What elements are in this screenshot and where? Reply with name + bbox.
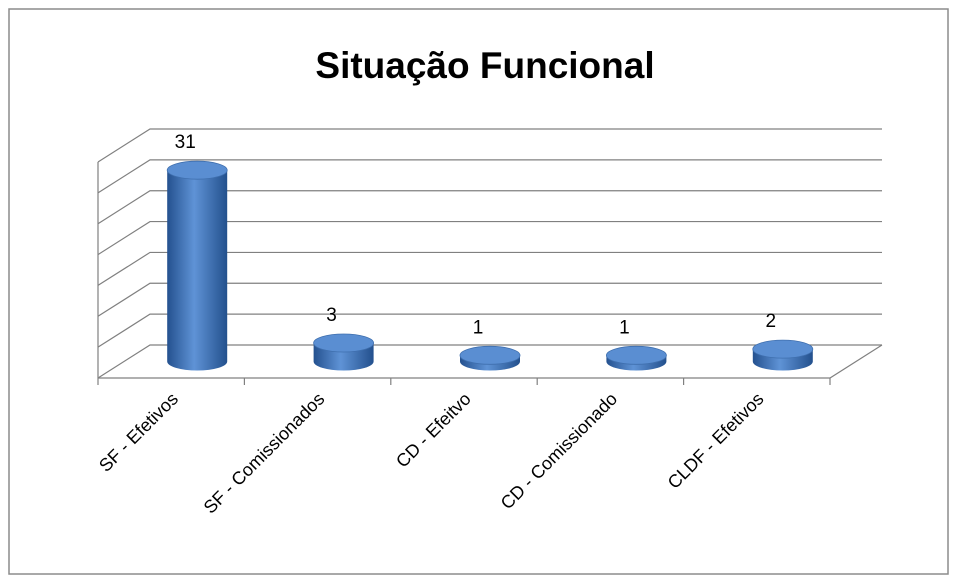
bar (752, 339, 814, 371)
cylinder-top (166, 160, 228, 180)
grid-line (97, 128, 882, 163)
grid-line (97, 251, 882, 286)
grid-line (97, 190, 882, 225)
data-label: 2 (766, 311, 777, 332)
cylinder-top (313, 333, 375, 353)
bar (606, 345, 667, 371)
grid-line (97, 344, 882, 379)
data-label: 1 (473, 317, 484, 338)
bar (166, 160, 228, 371)
grid-line (97, 159, 882, 194)
cylinder-top (459, 345, 521, 365)
grid-line (97, 282, 882, 317)
bar (313, 333, 375, 371)
data-label: 3 (326, 305, 337, 326)
cylinder-top (752, 339, 814, 359)
cylinder-body (167, 170, 228, 371)
chart-border (8, 8, 949, 575)
grid-line (97, 220, 882, 256)
cylinder-top (606, 345, 667, 365)
chart-title: Situação Funcional (315, 45, 654, 86)
data-label: 1 (619, 317, 630, 338)
data-label: 31 (175, 132, 196, 153)
bar (459, 345, 521, 371)
grid-line (97, 313, 882, 348)
